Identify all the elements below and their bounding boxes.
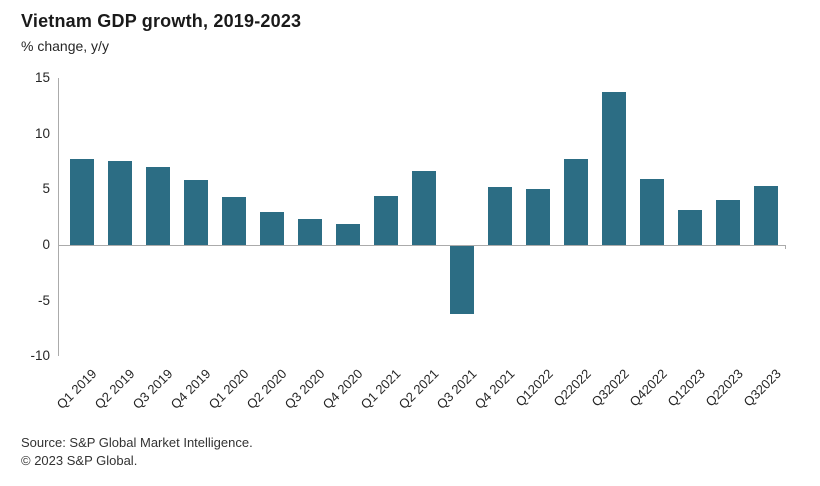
bar bbox=[640, 179, 664, 245]
y-axis-tick-label: 0 bbox=[42, 236, 50, 252]
zero-baseline bbox=[58, 244, 785, 246]
x-axis-tick-label: Q12023 bbox=[664, 366, 708, 410]
bar bbox=[564, 159, 588, 245]
y-axis-tick-label: -10 bbox=[30, 348, 50, 364]
bar bbox=[146, 167, 170, 245]
chart-title: Vietnam GDP growth, 2019-2023 bbox=[21, 11, 302, 31]
bar bbox=[260, 211, 284, 245]
bar bbox=[678, 210, 702, 245]
x-axis-tick-label: Q4 2021 bbox=[471, 366, 518, 413]
bar bbox=[488, 187, 512, 245]
x-axis-tick-label: Q4 2019 bbox=[167, 366, 214, 413]
x-axis-tick-label: Q3 2020 bbox=[281, 366, 328, 413]
y-axis-tick-label: 15 bbox=[34, 70, 50, 85]
bar bbox=[412, 171, 436, 245]
axis-end-tick bbox=[785, 244, 786, 249]
bar bbox=[374, 195, 398, 245]
bar bbox=[716, 200, 740, 245]
y-axis-tick-label: 10 bbox=[34, 125, 50, 141]
x-axis-tick-label: Q4 2020 bbox=[319, 366, 366, 413]
source-text: Source: S&P Global Market Intelligence. bbox=[21, 435, 253, 450]
bar bbox=[298, 219, 322, 245]
x-axis-tick-label: Q2 2020 bbox=[243, 366, 290, 413]
copyright-text: © 2023 S&P Global. bbox=[21, 453, 138, 468]
chart-subtitle: % change, y/y bbox=[21, 38, 109, 54]
y-axis-line bbox=[58, 78, 59, 357]
bar bbox=[222, 197, 246, 245]
x-axis-tick-label: Q42022 bbox=[626, 366, 670, 410]
bar bbox=[602, 92, 626, 245]
x-axis-tick-label: Q2 2019 bbox=[91, 366, 138, 413]
bar bbox=[336, 223, 360, 245]
bar bbox=[108, 161, 132, 245]
bar bbox=[450, 245, 474, 314]
x-axis-tick-label: Q1 2021 bbox=[357, 366, 404, 413]
x-axis-tick-label: Q2 2021 bbox=[395, 366, 442, 413]
x-axis-tick-label: Q1 2019 bbox=[53, 366, 100, 413]
y-axis-tick-label: 5 bbox=[42, 181, 50, 197]
x-axis-tick-label: Q22022 bbox=[550, 366, 594, 410]
x-axis-tick-label: Q3 2019 bbox=[129, 366, 176, 413]
x-axis-tick-label: Q1 2020 bbox=[205, 366, 252, 413]
bar bbox=[754, 185, 778, 245]
x-axis-tick-label: Q12022 bbox=[512, 366, 556, 410]
bar bbox=[526, 189, 550, 245]
x-axis-tick-label: Q3 2021 bbox=[433, 366, 480, 413]
y-axis-tick-label: -5 bbox=[37, 292, 50, 308]
x-axis-tick-label: Q22023 bbox=[702, 366, 746, 410]
x-axis-tick-label: Q32022 bbox=[588, 366, 632, 410]
x-axis-tick-label: Q32023 bbox=[740, 366, 784, 410]
bar bbox=[184, 180, 208, 245]
bar bbox=[70, 159, 94, 245]
